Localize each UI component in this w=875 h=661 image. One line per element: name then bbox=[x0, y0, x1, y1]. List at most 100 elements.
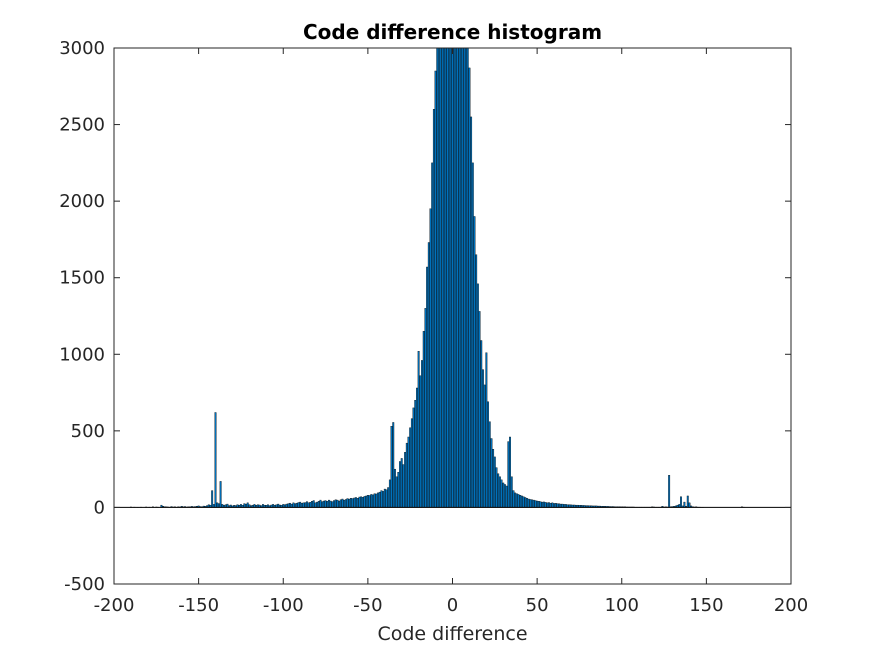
histogram-bar bbox=[558, 504, 560, 508]
histogram-bar bbox=[433, 109, 435, 507]
x-tick-label: 150 bbox=[689, 595, 723, 616]
histogram-bar bbox=[216, 503, 218, 508]
histogram-bar bbox=[443, 48, 445, 507]
histogram-bar bbox=[323, 501, 325, 507]
histogram-bar bbox=[330, 501, 332, 507]
histogram-bar bbox=[376, 494, 378, 507]
histogram-bar bbox=[481, 341, 483, 508]
histogram-bar bbox=[447, 48, 449, 507]
histogram-bar bbox=[349, 499, 351, 507]
histogram-bar bbox=[359, 497, 361, 507]
histogram-bar bbox=[453, 48, 455, 507]
histogram-bar bbox=[308, 503, 310, 508]
histogram-bar bbox=[321, 502, 323, 508]
histogram-bar bbox=[342, 499, 344, 507]
histogram-bar bbox=[338, 501, 340, 507]
histogram-bar bbox=[288, 504, 290, 508]
histogram-bar bbox=[494, 457, 496, 508]
histogram-bar bbox=[491, 439, 493, 508]
y-tick-label: -500 bbox=[64, 574, 105, 595]
histogram-bar bbox=[328, 500, 330, 507]
histogram-bar bbox=[393, 422, 395, 507]
y-tick-label: 3000 bbox=[59, 38, 105, 59]
histogram-bar bbox=[406, 443, 408, 507]
histogram-bar bbox=[296, 503, 298, 507]
histogram-bar bbox=[465, 48, 467, 507]
histogram-bar bbox=[506, 486, 508, 507]
histogram-bar bbox=[440, 48, 442, 507]
histogram-bar bbox=[508, 442, 510, 508]
y-tick-label: 500 bbox=[71, 421, 105, 442]
histogram-bar bbox=[545, 502, 547, 507]
histogram-bar bbox=[509, 437, 511, 507]
histogram-bar bbox=[377, 493, 379, 508]
histogram-bar bbox=[325, 501, 327, 508]
x-tick-label: -100 bbox=[263, 595, 304, 616]
y-tick-label: 2500 bbox=[59, 115, 105, 136]
histogram-bar bbox=[425, 308, 427, 507]
histogram-bar bbox=[496, 468, 498, 508]
histogram-bar bbox=[475, 255, 477, 508]
histogram-bar bbox=[298, 503, 300, 508]
histogram-bar bbox=[689, 503, 691, 508]
histogram-bar bbox=[333, 501, 335, 508]
histogram-bar bbox=[518, 494, 520, 507]
histogram-bar bbox=[460, 48, 462, 507]
histogram-bar bbox=[394, 469, 396, 507]
histogram-bar bbox=[318, 501, 320, 507]
histogram-bar bbox=[320, 500, 322, 507]
histogram-bar bbox=[372, 495, 374, 508]
histogram-bar bbox=[464, 48, 466, 507]
histogram-bar bbox=[487, 402, 489, 508]
histogram-bar bbox=[499, 477, 501, 508]
histogram-bar bbox=[421, 360, 423, 507]
y-tick-label: 1000 bbox=[59, 344, 105, 365]
histogram-bar bbox=[211, 491, 213, 508]
histogram-bar bbox=[418, 351, 420, 507]
histogram-bar bbox=[533, 500, 535, 507]
histogram-bar bbox=[541, 502, 543, 507]
histogram-bar bbox=[379, 492, 381, 507]
histogram-bar bbox=[680, 497, 682, 508]
histogram-bar bbox=[521, 496, 523, 507]
histogram-bar bbox=[555, 503, 557, 507]
histogram-bar bbox=[560, 504, 562, 507]
histogram-bar bbox=[409, 428, 411, 508]
histogram-bar bbox=[547, 503, 549, 508]
histogram-bar bbox=[530, 499, 532, 507]
histogram-bar bbox=[423, 331, 425, 507]
histogram-bar bbox=[357, 498, 359, 507]
histogram-bar bbox=[684, 502, 686, 507]
histogram-bar bbox=[294, 504, 296, 508]
histogram-bar bbox=[340, 500, 342, 508]
histogram-bar bbox=[316, 502, 318, 507]
histogram-bar bbox=[455, 48, 457, 507]
histogram-bar bbox=[523, 497, 525, 508]
histogram-bar bbox=[218, 504, 220, 508]
histogram-bar bbox=[301, 503, 303, 507]
histogram-bar bbox=[486, 353, 488, 508]
histogram-bar bbox=[306, 502, 308, 508]
histogram-bar bbox=[511, 477, 513, 508]
histogram-bar bbox=[403, 465, 405, 508]
histogram-bar bbox=[408, 437, 410, 507]
histogram-bar bbox=[247, 503, 249, 508]
histogram-bar bbox=[365, 496, 367, 507]
histogram-bar bbox=[477, 284, 479, 508]
histogram-bar bbox=[431, 163, 433, 508]
histogram-bar bbox=[337, 500, 339, 507]
histogram-bar bbox=[374, 494, 376, 508]
histogram-bar bbox=[540, 502, 542, 508]
histogram-bar bbox=[227, 504, 229, 507]
histogram-bar bbox=[543, 502, 545, 508]
histogram-bar bbox=[391, 426, 393, 507]
histogram-bar bbox=[332, 502, 334, 508]
histogram-bar bbox=[352, 499, 354, 508]
histogram-bar bbox=[531, 500, 533, 508]
histogram-bar bbox=[452, 48, 454, 507]
histogram-bar bbox=[470, 117, 472, 508]
histogram-bar bbox=[687, 496, 689, 507]
histogram-bar bbox=[415, 400, 417, 507]
histogram-bar bbox=[513, 491, 515, 508]
